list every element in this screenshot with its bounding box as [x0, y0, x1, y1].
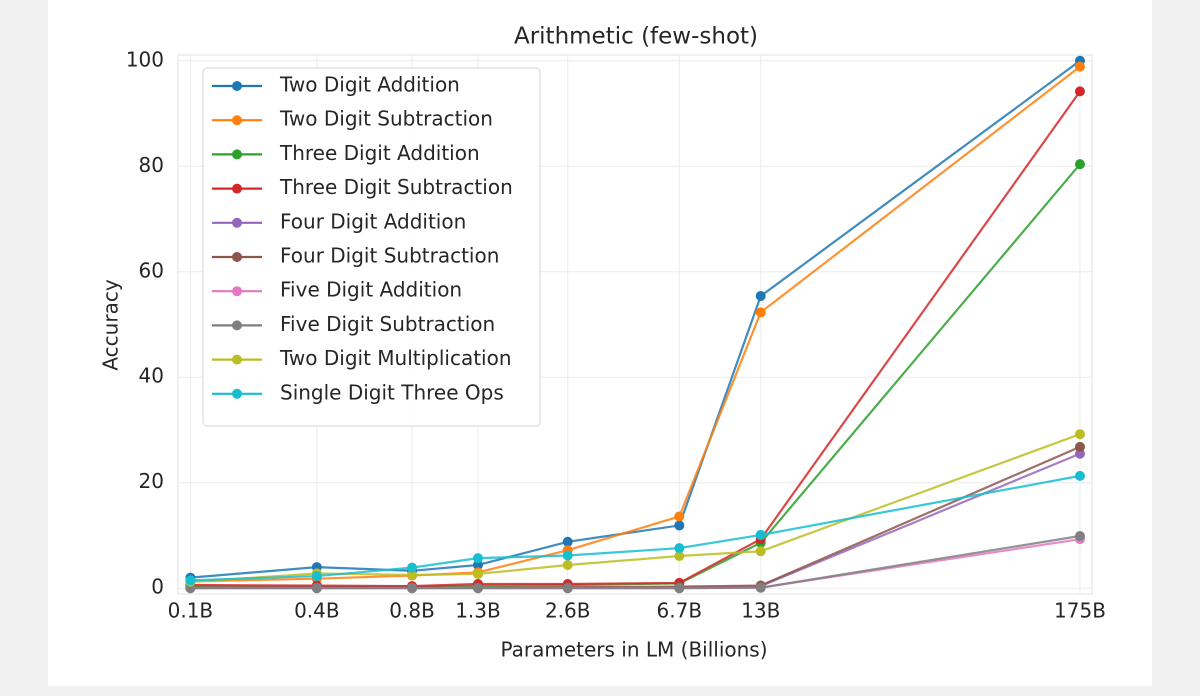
y-tick-label: 100	[126, 47, 164, 71]
legend-label: Five Digit Subtraction	[280, 312, 495, 336]
legend-marker	[232, 81, 242, 91]
data-point	[407, 562, 418, 573]
data-point	[407, 570, 418, 581]
legend-marker	[232, 286, 242, 297]
data-point	[472, 583, 483, 594]
data-point	[755, 291, 766, 302]
legend-label: Three Digit Subtraction	[279, 175, 513, 199]
legend-marker	[232, 354, 242, 365]
data-point	[755, 529, 766, 540]
y-tick-label: 20	[139, 469, 164, 493]
data-point	[755, 307, 766, 318]
legend-marker	[232, 320, 242, 331]
x-tick-label: 0.8B	[389, 599, 435, 623]
legend-marker	[232, 217, 242, 228]
legend-label: Two Digit Multiplication	[279, 346, 512, 370]
data-point	[472, 553, 483, 564]
legend-label: Four Digit Addition	[280, 209, 466, 233]
legend-marker	[232, 388, 242, 399]
data-point	[674, 520, 685, 531]
data-point	[1074, 86, 1085, 97]
legend-marker	[232, 183, 242, 194]
data-point	[407, 583, 418, 594]
legend-label: Two Digit Addition	[279, 73, 460, 97]
x-tick-label: 1.3B	[455, 599, 501, 623]
x-tick-label: 0.4B	[294, 599, 340, 623]
x-tick-label: 13B	[741, 599, 780, 623]
legend-label: Three Digit Addition	[279, 141, 480, 165]
x-tick-label: 0.1B	[168, 599, 214, 623]
data-point	[185, 575, 196, 586]
series-line	[190, 534, 1081, 590]
data-point	[1074, 429, 1085, 440]
legend-label: Two Digit Subtraction	[279, 107, 493, 131]
y-tick-label: 60	[139, 258, 164, 282]
x-tick-label: 2.6B	[545, 599, 591, 623]
data-point	[674, 583, 685, 594]
y-axis-label: Accuracy	[99, 279, 123, 370]
data-point	[1074, 470, 1085, 481]
series-line	[190, 474, 1081, 582]
data-point	[472, 559, 483, 570]
legend-label: Single Digit Three Ops	[280, 380, 504, 404]
legend-marker	[232, 115, 242, 126]
x-tick-label: 6.7B	[657, 599, 703, 623]
data-point	[1074, 448, 1085, 459]
data-point	[472, 568, 483, 579]
data-point	[1074, 530, 1085, 541]
data-point	[311, 571, 322, 582]
data-point	[1074, 441, 1085, 452]
data-point	[674, 551, 685, 562]
y-tick-label: 80	[139, 153, 164, 177]
series-line	[190, 90, 1081, 588]
legend-marker	[232, 149, 242, 160]
legend-label: Four Digit Subtraction	[280, 244, 499, 268]
data-point	[562, 550, 573, 561]
data-point	[311, 583, 322, 594]
data-point	[562, 559, 573, 570]
y-tick-label: 40	[139, 364, 164, 388]
data-point	[674, 543, 685, 554]
series-line	[190, 59, 1081, 579]
legend-marker	[232, 252, 242, 262]
data-point	[562, 536, 573, 547]
data-point	[674, 511, 685, 522]
legend-label: Five Digit Addition	[280, 278, 462, 302]
legend-box	[202, 67, 541, 427]
data-point	[1074, 159, 1085, 170]
data-point	[755, 582, 766, 593]
x-axis-label: Parameters in LM (Billions)	[500, 638, 767, 662]
series-line	[190, 65, 1081, 583]
data-point	[1074, 61, 1085, 72]
y-tick-label: 0	[151, 575, 164, 599]
data-point	[755, 546, 766, 557]
x-tick-label: 175B	[1054, 599, 1106, 623]
chart-title: Arithmetic (few-shot)	[514, 24, 758, 50]
data-point	[562, 583, 573, 594]
